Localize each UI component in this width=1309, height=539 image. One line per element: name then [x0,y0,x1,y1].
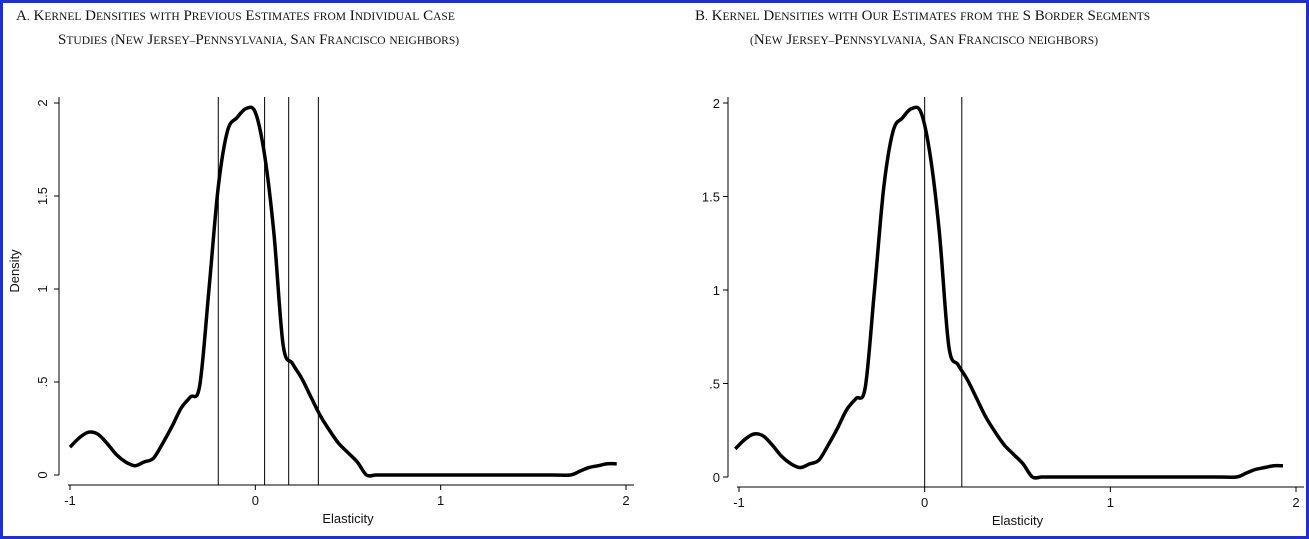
y-tick-label: 0 [713,470,720,485]
x-tick-label: 0 [252,493,259,508]
panel-b-title-line1: B. KERNEL DENSITIES WITH OUR ESTIMATES F… [695,8,1151,24]
y-axis-title: Density [7,249,22,293]
density-curve [734,105,1284,480]
density-curve [68,105,617,478]
y-tick-label: .5 [35,377,50,388]
y-tick-label: 1.5 [702,190,720,205]
x-tick-label: -1 [64,493,76,508]
y-tick-label: .5 [709,377,720,392]
x-tick-label: 2 [1292,495,1299,510]
y-tick-label: 0 [35,471,50,478]
x-tick-label: -1 [733,495,745,510]
x-tick-label: 1 [437,493,444,508]
x-tick-label: 0 [921,495,928,510]
y-tick-label: 2 [35,99,50,106]
y-tick-label: 1 [713,283,720,298]
y-tick-label: 2 [713,96,720,111]
x-tick-label: 2 [622,493,629,508]
x-tick-label: 1 [1107,495,1114,510]
panel-b-title-line2: (NEW JERSEY–PENNSYLVANIA, SAN FRANCISCO … [750,32,1099,48]
x-axis-title: Elasticity [322,511,374,526]
x-axis-title: Elasticity [992,513,1044,528]
y-tick-label: 1 [35,285,50,292]
panel-a-title-line2: STUDIES (NEW JERSEY–PENNSYLVANIA, SAN FR… [58,32,460,48]
panel-a-title-line1: A. KERNEL DENSITIES WITH PREVIOUS ESTIMA… [16,8,455,24]
y-tick-label: 1.5 [35,187,50,205]
